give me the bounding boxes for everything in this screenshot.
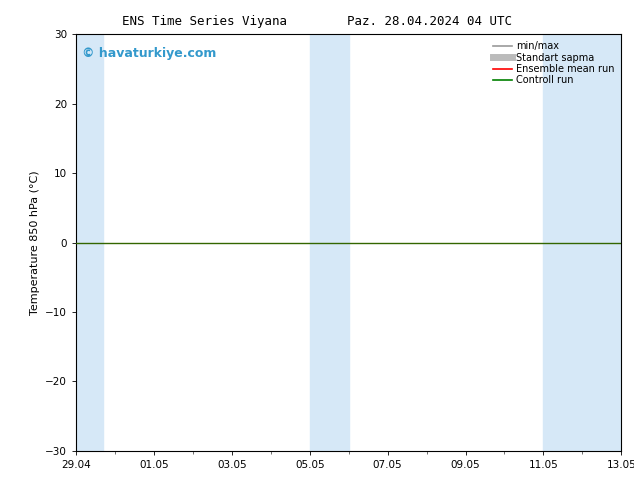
Legend: min/max, Standart sapma, Ensemble mean run, Controll run: min/max, Standart sapma, Ensemble mean r…: [491, 39, 616, 87]
Y-axis label: Temperature 850 hPa (°C): Temperature 850 hPa (°C): [30, 170, 39, 315]
Text: ENS Time Series Viyana        Paz. 28.04.2024 04 UTC: ENS Time Series Viyana Paz. 28.04.2024 0…: [122, 15, 512, 28]
Bar: [310, 34, 349, 451]
Text: © havaturkiye.com: © havaturkiye.com: [82, 47, 216, 60]
Bar: [76, 34, 103, 451]
Bar: [543, 34, 621, 451]
